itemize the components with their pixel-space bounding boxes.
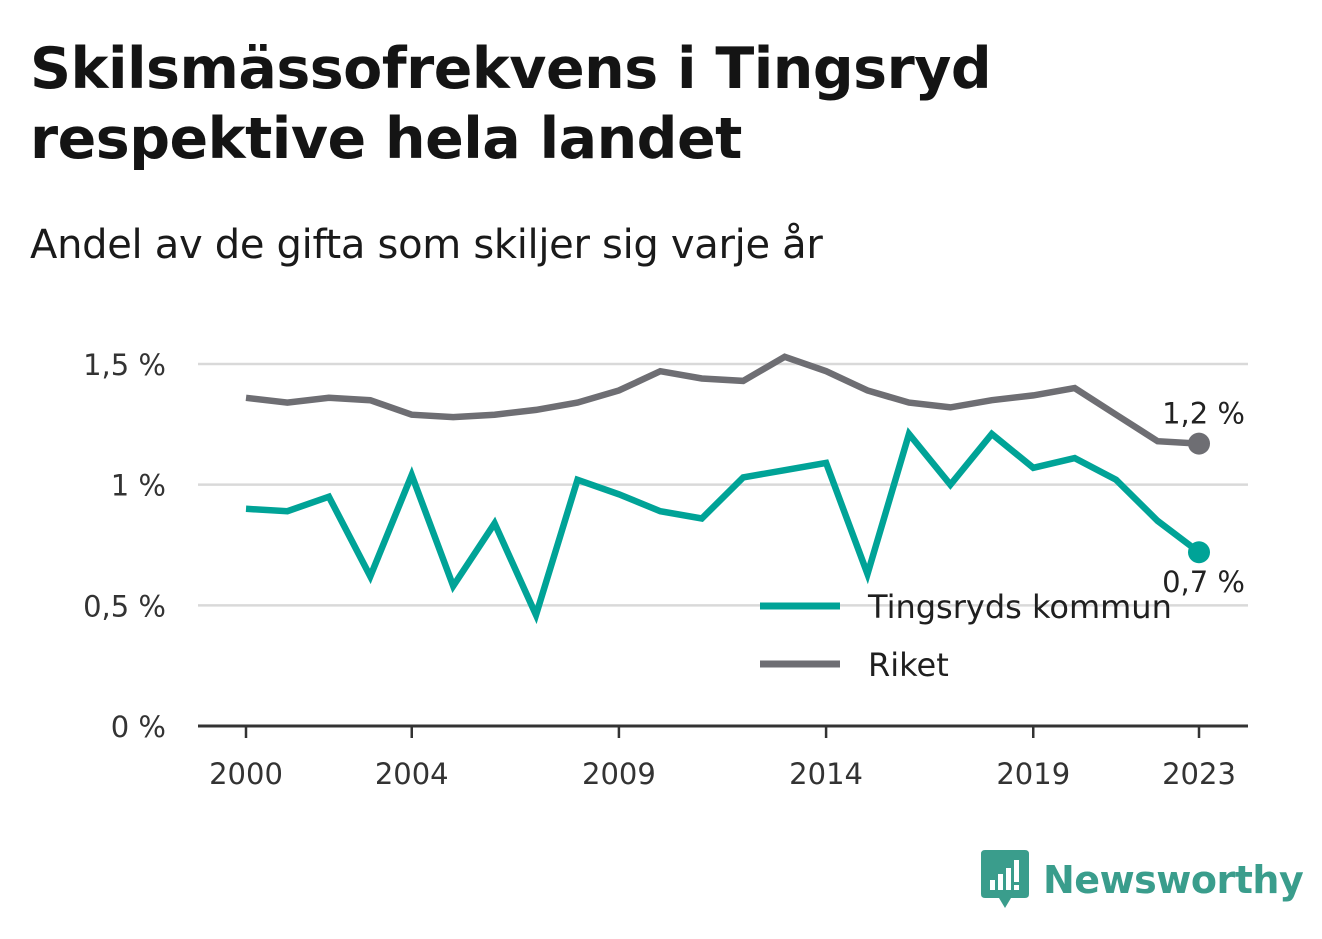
end-value-label: 1,2 % bbox=[1162, 397, 1245, 431]
y-tick-label: 0,5 % bbox=[83, 589, 166, 623]
end-point-marker bbox=[1188, 432, 1210, 455]
x-tick-label: 2019 bbox=[996, 757, 1070, 791]
legend-label: Riket bbox=[868, 646, 949, 684]
end-point-marker bbox=[1188, 541, 1210, 564]
legend-label: Tingsryds kommun bbox=[867, 588, 1172, 626]
chart-subtitle: Andel av de gifta som skiljer sig varje … bbox=[30, 222, 823, 268]
x-tick-label: 2009 bbox=[582, 757, 656, 791]
series-line bbox=[245, 353, 1200, 447]
end-value-label: 0,7 % bbox=[1162, 565, 1245, 599]
x-tick-label: 2023 bbox=[1162, 757, 1236, 791]
y-tick-label: 0 % bbox=[111, 710, 166, 744]
y-tick-label: 1 % bbox=[111, 469, 166, 503]
x-tick-label: 2000 bbox=[209, 757, 283, 791]
x-tick-label: 2014 bbox=[789, 757, 863, 791]
series-line bbox=[245, 427, 1201, 625]
brand-name: Newsworthy bbox=[1043, 858, 1304, 902]
chart-title: Skilsmässofrekvens i Tingsryd respektive… bbox=[30, 36, 992, 172]
newsworthy-logo: Newsworthy bbox=[981, 850, 1304, 910]
bar-chart-speech-bubble-icon bbox=[981, 850, 1029, 908]
x-tick-label: 2004 bbox=[375, 757, 449, 791]
y-tick-label: 1,5 % bbox=[83, 348, 166, 382]
